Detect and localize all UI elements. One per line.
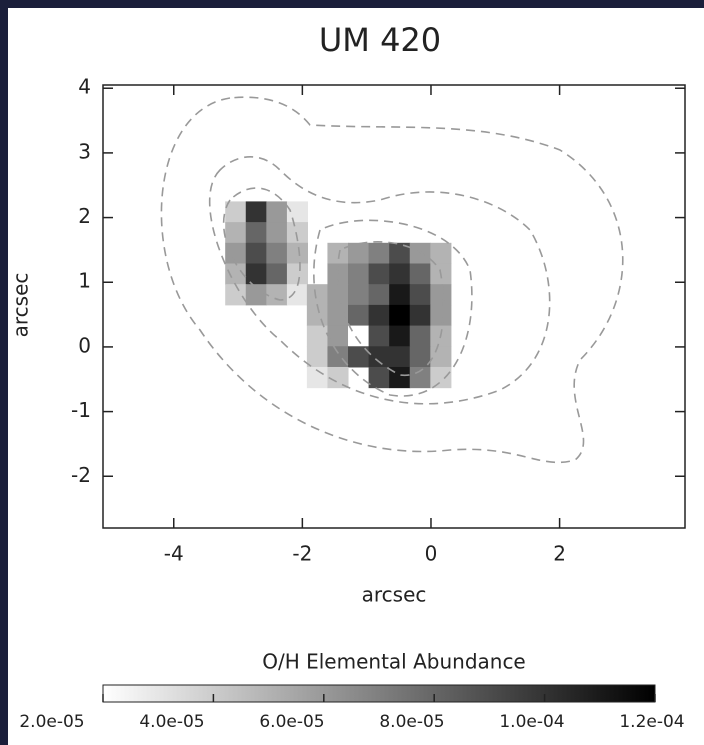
y-tick-label: 4 — [78, 75, 91, 99]
cell — [348, 263, 369, 284]
colorbar — [103, 685, 655, 702]
cell — [246, 263, 267, 284]
panel — [8, 8, 704, 745]
cell — [410, 243, 431, 264]
cell — [287, 284, 308, 305]
colorbar-tick-label: 8.0e-05 — [379, 712, 444, 732]
cell — [225, 201, 246, 222]
cell — [430, 305, 451, 326]
cell — [287, 243, 308, 264]
cell — [327, 326, 348, 347]
cell — [246, 243, 267, 264]
cell — [389, 284, 410, 305]
y-tick-label: -1 — [71, 398, 91, 422]
cell — [389, 263, 410, 284]
cell — [348, 305, 369, 326]
page: UM 420 arcsec arcsec O/H Elemental Abund… — [0, 0, 704, 745]
x-tick-label: -2 — [292, 542, 312, 566]
cell — [410, 326, 431, 347]
cell — [369, 284, 390, 305]
cell — [369, 305, 390, 326]
cell — [327, 243, 348, 264]
cell — [410, 263, 431, 284]
cell — [327, 367, 348, 388]
cell — [389, 346, 410, 367]
cell — [389, 305, 410, 326]
y-tick-label: 2 — [78, 204, 91, 228]
cell — [369, 346, 390, 367]
y-tick-label: 3 — [78, 139, 91, 163]
cell — [307, 326, 328, 347]
cell — [410, 284, 431, 305]
cell — [246, 201, 267, 222]
colorbar-tick-label: 1.2e-04 — [619, 712, 684, 732]
cell — [307, 346, 328, 367]
cell — [430, 284, 451, 305]
cell — [327, 346, 348, 367]
y-tick-label: 1 — [78, 269, 91, 293]
cell — [348, 284, 369, 305]
cell — [430, 346, 451, 367]
cell — [307, 284, 328, 305]
x-axis-label: arcsec — [362, 583, 427, 607]
cell — [287, 201, 308, 222]
cell — [389, 326, 410, 347]
chart-title: UM 420 — [319, 21, 441, 59]
x-tick-label: 0 — [425, 542, 438, 566]
colorbar-tick-label: 4.0e-05 — [139, 712, 204, 732]
cell — [410, 305, 431, 326]
y-tick-label: 0 — [78, 333, 91, 357]
colorbar-tick-label: 1.0e-04 — [499, 712, 564, 732]
colorbar-tick-label: 2.0e-05 — [19, 712, 84, 732]
cell — [246, 222, 267, 243]
cell — [266, 263, 287, 284]
cell — [369, 326, 390, 347]
cell — [369, 263, 390, 284]
cell — [369, 243, 390, 264]
y-axis-label: arcsec — [9, 273, 33, 338]
cell — [430, 243, 451, 264]
cell — [266, 284, 287, 305]
x-tick-label: 2 — [553, 542, 566, 566]
cell — [225, 222, 246, 243]
cell — [225, 284, 246, 305]
colorbar-label: O/H Elemental Abundance — [262, 650, 526, 674]
cell — [266, 201, 287, 222]
cell — [369, 367, 390, 388]
cell — [287, 263, 308, 284]
chart: UM 420 arcsec arcsec O/H Elemental Abund… — [0, 0, 704, 745]
cell — [430, 367, 451, 388]
cell — [266, 222, 287, 243]
colorbar-tick-label: 6.0e-05 — [259, 712, 324, 732]
y-tick-label: -2 — [71, 463, 91, 487]
cell — [266, 243, 287, 264]
x-tick-label: -4 — [164, 542, 184, 566]
